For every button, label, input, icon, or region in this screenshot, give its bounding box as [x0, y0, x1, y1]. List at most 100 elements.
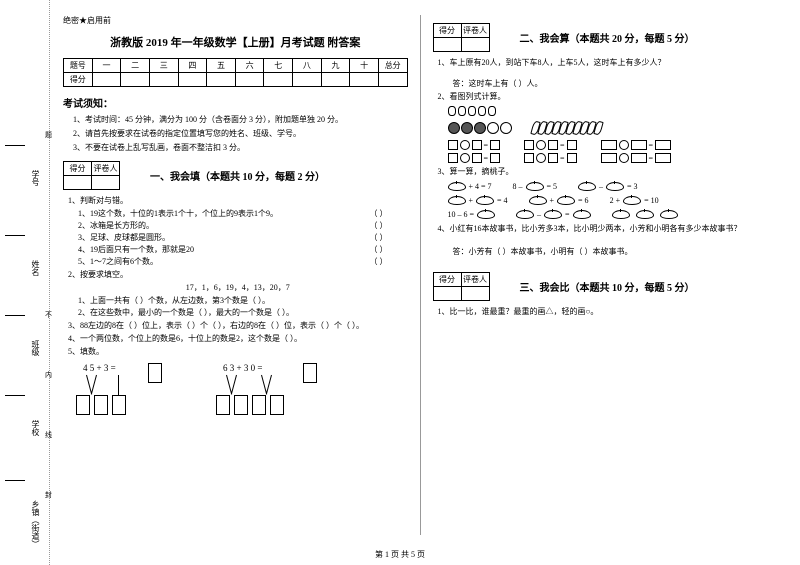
peach-icon: [448, 195, 466, 205]
leaves-group: [532, 121, 602, 135]
right-column: 得分评卷人 二、我会算（本题共 20 分，每题 5 分） 1、车上原有20人，到…: [425, 15, 786, 535]
eq-row: = = =: [448, 153, 778, 163]
blank-box[interactable]: [448, 153, 458, 163]
score-th: 十: [350, 59, 379, 73]
score-th: 六: [235, 59, 264, 73]
s2-q1: 1、车上原有20人，到站下车8人，上车5人，这时车上有多少人？: [438, 57, 778, 68]
s2-q1-ans: 答：这时车上有（ ）人。: [453, 78, 778, 89]
calc-line: [266, 375, 272, 395]
score-td[interactable]: [321, 73, 350, 87]
calc-tree-1: 4 5 + 3 =: [78, 363, 178, 433]
section-2-head: 得分评卷人 二、我会算（本题共 20 分，每题 5 分）: [433, 23, 778, 52]
score-td[interactable]: [378, 73, 407, 87]
blank-circle[interactable]: [536, 153, 546, 163]
circle-icon: [474, 122, 486, 134]
blank-circle[interactable]: [460, 153, 470, 163]
score-td[interactable]: [264, 73, 293, 87]
section-1-head: 得分评卷人 一、我会填（本题共 10 分，每题 2 分）: [63, 161, 408, 190]
binding-mark: 不: [45, 310, 52, 320]
score-th: 三: [149, 59, 178, 73]
blank-box[interactable]: [490, 140, 500, 150]
calc-box[interactable]: [94, 395, 108, 415]
score-td[interactable]: [149, 73, 178, 87]
blank-box[interactable]: [601, 140, 617, 150]
q2-sub: 1、上面一共有（ ）个数，从左边数，第3个数是（ ）。: [78, 295, 408, 306]
calc-box[interactable]: [76, 395, 90, 415]
notice-title: 考试须知：: [63, 95, 408, 110]
blank-box[interactable]: [567, 140, 577, 150]
binding-line: [5, 235, 25, 236]
score-td[interactable]: [121, 73, 150, 87]
blank-box[interactable]: [631, 153, 647, 163]
section-1-title: 一、我会填（本题共 10 分，每题 2 分）: [150, 168, 325, 183]
blank-box[interactable]: [524, 140, 534, 150]
eq-row: = = =: [448, 140, 778, 150]
blank-box[interactable]: [655, 140, 671, 150]
score-td[interactable]: [207, 73, 236, 87]
blank-circle[interactable]: [619, 153, 629, 163]
blank-circle[interactable]: [536, 140, 546, 150]
blank-box[interactable]: [655, 153, 671, 163]
calc-box[interactable]: [234, 395, 248, 415]
blank-circle[interactable]: [619, 140, 629, 150]
peach-icon: [578, 181, 596, 191]
score-td[interactable]: [350, 73, 379, 87]
blank-box[interactable]: [490, 153, 500, 163]
section-score-box: 得分评卷人: [433, 272, 490, 301]
blank-box[interactable]: [548, 140, 558, 150]
binding-margin: 乡镇（街道） 学校 班级 姓名 学号 封 线 内 不 题: [0, 0, 50, 565]
blank-box[interactable]: [524, 153, 534, 163]
calc-box[interactable]: [252, 395, 266, 415]
section-3-title: 三、我会比（本题共 10 分，每题 5 分）: [520, 279, 695, 294]
circle-icon: [461, 122, 473, 134]
bead-icon: [468, 106, 476, 116]
score-td[interactable]: [178, 73, 207, 87]
blank-box[interactable]: [631, 140, 647, 150]
score-td[interactable]: [235, 73, 264, 87]
blank-box[interactable]: [567, 153, 577, 163]
peach-icon: [660, 209, 678, 219]
blank-circle[interactable]: [460, 140, 470, 150]
score-th: 七: [264, 59, 293, 73]
binding-mark: 内: [45, 370, 52, 380]
binding-line: [5, 480, 25, 481]
q2-sub: 2、在这些数中，最小的一个数是（ ），最大的一个数是（ ）。: [78, 307, 408, 318]
calc-box[interactable]: [270, 395, 284, 415]
score-box-c[interactable]: [64, 176, 92, 190]
blank-box[interactable]: [601, 153, 617, 163]
blank-box[interactable]: [448, 140, 458, 150]
section-2-title: 二、我会算（本题共 20 分，每题 5 分）: [520, 30, 695, 45]
score-box-c[interactable]: [461, 38, 489, 52]
peach-icon: [526, 181, 544, 191]
bead-icon: [448, 106, 456, 116]
calc-box[interactable]: [112, 395, 126, 415]
bead-icon: [458, 106, 466, 116]
blank-box[interactable]: [472, 140, 482, 150]
binding-label: 班级: [30, 340, 41, 356]
q3: 3、88左边的8在（ ）位上，表示（ ）个（ ），右边的8在（ ）位，表示（ ）…: [68, 320, 408, 331]
binding-label: 姓名: [30, 260, 41, 276]
score-box-c[interactable]: [433, 38, 461, 52]
q1: 1、判断对与错。: [68, 195, 408, 206]
score-td[interactable]: [92, 73, 121, 87]
s2-q4: 4、小红有16本故事书，比小芳多3本，比小明少两本，小芳和小明各有多少本故事书？: [438, 223, 778, 234]
peach-icon: [623, 195, 641, 205]
score-box-c[interactable]: [92, 176, 120, 190]
calc-box[interactable]: [303, 363, 317, 383]
score-box-c[interactable]: [461, 287, 489, 301]
circle-icon: [487, 122, 499, 134]
beads-row: [448, 106, 778, 116]
calc-line: [91, 375, 97, 395]
binding-mark: 线: [45, 430, 52, 440]
peach-icon: [448, 181, 466, 191]
score-box-h: 评卷人: [461, 273, 489, 287]
score-box-c[interactable]: [433, 287, 461, 301]
blank-box[interactable]: [548, 153, 558, 163]
calc-box[interactable]: [216, 395, 230, 415]
blank-box[interactable]: [472, 153, 482, 163]
score-td[interactable]: [293, 73, 322, 87]
binding-line: [5, 315, 25, 316]
circles-group: [448, 122, 512, 134]
calc-expr: 4 5 + 3 =: [83, 363, 116, 373]
calc-box[interactable]: [148, 363, 162, 383]
